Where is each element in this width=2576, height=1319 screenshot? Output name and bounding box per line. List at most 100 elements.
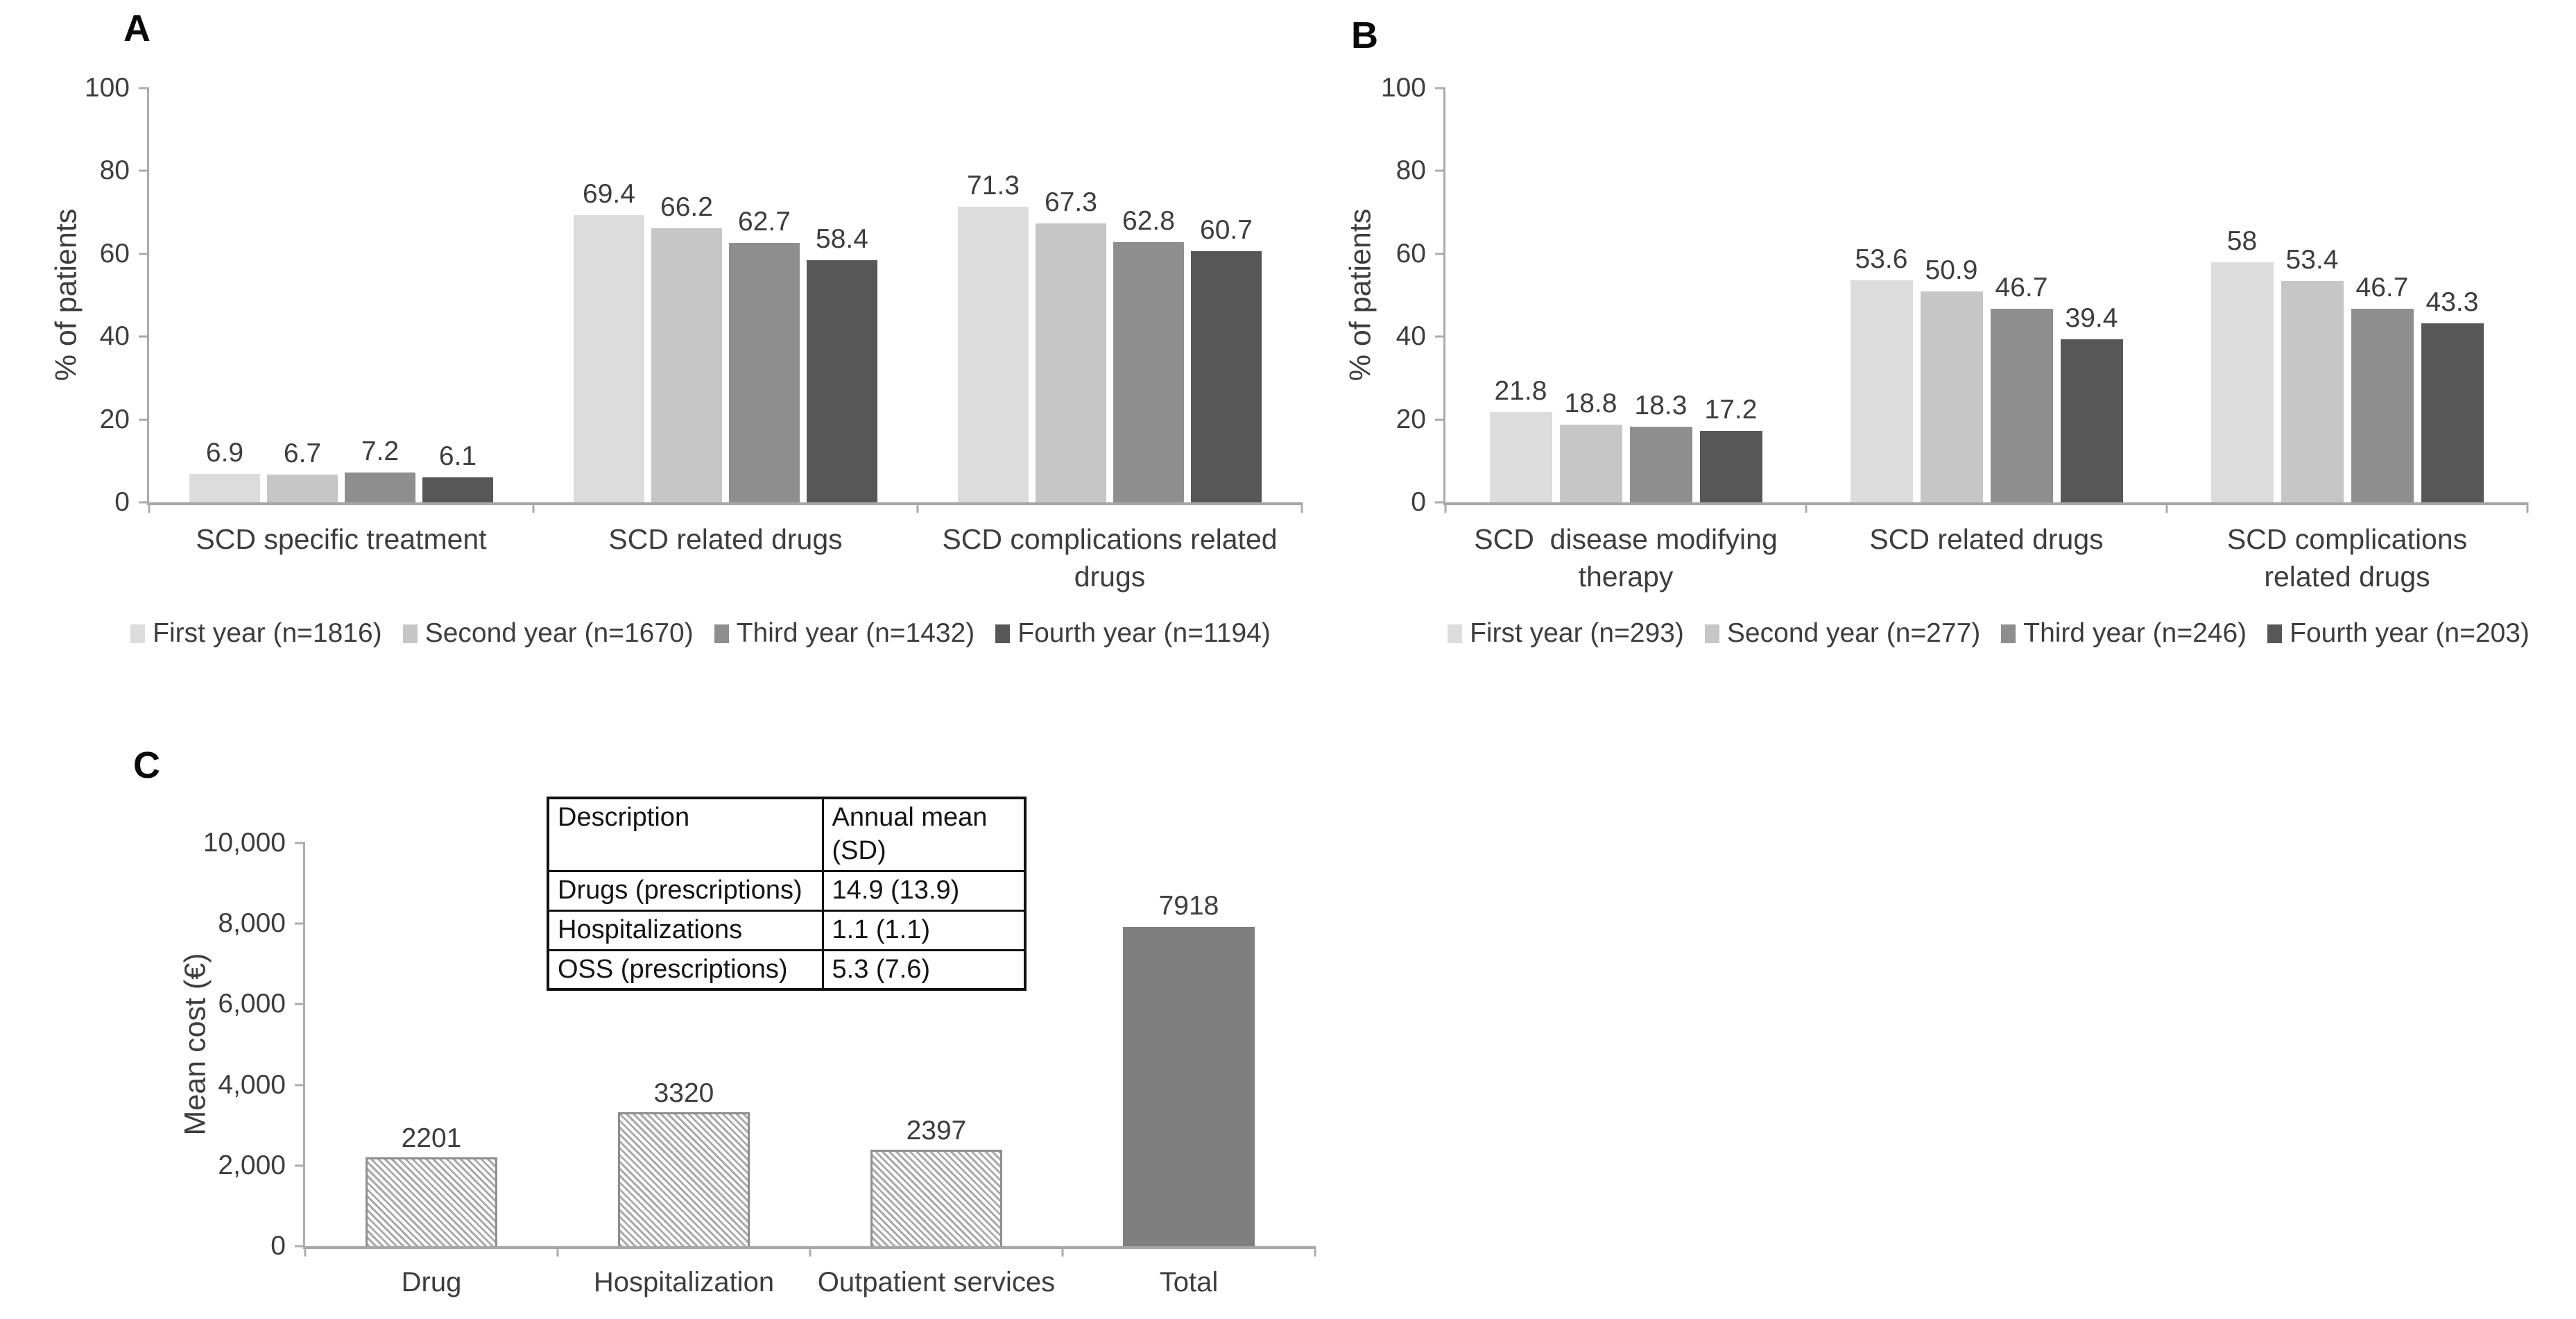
legend-swatch-icon bbox=[714, 624, 729, 643]
bar-value-label: 39.4 bbox=[2065, 303, 2118, 333]
y-tick-label-100: 100 bbox=[84, 73, 130, 103]
bar-groups: 6.9 6.7 7.2 6.1 69.4 66.2 62.7 58.4 71.3 67.3 62.8… bbox=[149, 88, 1302, 502]
bar-value-label: 58 bbox=[2226, 225, 2258, 256]
y-tick-label-60: 60 bbox=[1396, 238, 1426, 269]
legend-item-third-year: Third year (n=1432) bbox=[714, 618, 975, 649]
category-labels: SCD disease modifying therapy SCD related… bbox=[1445, 520, 2527, 595]
category-group-drug: 2201 bbox=[305, 843, 558, 1246]
bar-scd-complications-related-drugs-fourth-year: 60.7 bbox=[1191, 215, 1262, 502]
y-tick-label-6000: 6,000 bbox=[218, 989, 286, 1019]
panel-c-plot: 0 2,000 4,000 6,000 8,000 10,000 2201 3320 2397 7… bbox=[203, 828, 1316, 1297]
bar-groups: 2201 3320 2397 7918 bbox=[305, 843, 1315, 1246]
bar-value-label: 62.8 bbox=[1122, 206, 1175, 237]
legend-swatch-icon bbox=[2267, 624, 2283, 643]
y-tick-mark bbox=[295, 1003, 305, 1005]
legend-label: Third year (n=1432) bbox=[736, 618, 975, 648]
legend-item-first-year: First year (n=293) bbox=[1448, 618, 1684, 649]
y-tick-label-100: 100 bbox=[1380, 73, 1426, 103]
bar-scd-related-drugs-fourth-year: 39.4 bbox=[2060, 303, 2123, 502]
y-tick-label-10000: 10,000 bbox=[203, 828, 286, 858]
panel-a-plot: 0 20 40 60 80 100 6.9 6.7 7.2 6.1 69.4 66.2 62.7 58.4… bbox=[85, 73, 1303, 593]
category-label-drug: Drug bbox=[401, 1267, 462, 1297]
bar-value-label: 43.3 bbox=[2425, 287, 2479, 317]
bar-value-label: 60.7 bbox=[1200, 214, 1253, 245]
bar-value-label: 18.8 bbox=[1564, 388, 1617, 418]
legend-label: Third year (n=246) bbox=[2023, 618, 2247, 648]
bar-scd-disease-modifying-therapy-first-year: 21.8 bbox=[1489, 376, 1552, 502]
legend-label: Fourth year (n=1194) bbox=[1017, 618, 1271, 648]
legend-label: Second year (n=277) bbox=[1726, 618, 1981, 648]
bar-scd-disease-modifying-therapy-fourth-year: 17.2 bbox=[1699, 395, 1762, 502]
bar-value-label: 46.7 bbox=[1995, 273, 2048, 303]
table-header-description: Description bbox=[547, 797, 824, 872]
legend-item-second-year: Second year (n=1670) bbox=[402, 618, 694, 649]
category-label-scd-complications-related-drugs: SCD complications related drugs bbox=[942, 523, 1285, 593]
bar-scd-specific-treatment-fourth-year: 6.1 bbox=[422, 441, 493, 502]
y-tick-mark bbox=[295, 842, 305, 844]
y-tick-mark bbox=[1435, 501, 1445, 504]
bar-scd-complications-related-drugs-first-year: 71.3 bbox=[958, 171, 1029, 502]
panel-b-legend: First year (n=293) Second year (n=277) Thi… bbox=[1401, 615, 2576, 652]
bar-value-label: 6.1 bbox=[438, 441, 477, 471]
y-tick-label-60: 60 bbox=[99, 238, 130, 269]
category-label-scd-specific-treatment: SCD specific treatment bbox=[196, 523, 487, 555]
x-tick-mark bbox=[1444, 502, 1447, 513]
bar-value-label: 6.7 bbox=[283, 439, 322, 469]
bar-value-label: 62.7 bbox=[738, 206, 791, 237]
bar-scd-specific-treatment-second-year: 6.7 bbox=[267, 439, 338, 502]
bar-drug: 2201 bbox=[366, 1123, 497, 1246]
bar-value-label: 7.2 bbox=[361, 436, 400, 467]
y-tick-mark bbox=[139, 335, 149, 338]
x-tick-mark bbox=[809, 1246, 812, 1257]
bar-value-label: 3320 bbox=[653, 1078, 714, 1109]
category-group-scd-specific-treatment: 6.9 6.7 7.2 6.1 bbox=[149, 88, 533, 502]
category-label-total: Total bbox=[1159, 1267, 1219, 1297]
bar-value-label: 66.2 bbox=[660, 192, 713, 222]
y-tick-mark bbox=[139, 418, 149, 421]
bar-value-label: 17.2 bbox=[1704, 395, 1758, 425]
bar-value-label: 21.8 bbox=[1494, 375, 1547, 406]
panel-b-y-axis-title: % of patients bbox=[1343, 208, 1377, 382]
bar-scd-disease-modifying-therapy-second-year: 18.8 bbox=[1559, 389, 1622, 502]
bar-scd-related-drugs-second-year: 66.2 bbox=[651, 192, 722, 502]
y-tick-label-80: 80 bbox=[1396, 155, 1426, 186]
table-cell-value: 14.9 (13.9) bbox=[821, 869, 1027, 912]
legend-item-second-year: Second year (n=277) bbox=[1704, 618, 1981, 649]
table-header-annual-mean-sd: Annual mean (SD) bbox=[821, 797, 1027, 872]
y-tick-label-40: 40 bbox=[1396, 321, 1426, 352]
category-group-scd-related-drugs: 53.6 50.9 46.7 39.4 bbox=[1806, 88, 2167, 502]
x-tick-mark bbox=[1300, 502, 1303, 513]
y-tick-label-40: 40 bbox=[99, 321, 130, 352]
category-label-scd-disease-modifying-therapy: SCD disease modifying therapy bbox=[1474, 523, 1786, 593]
panel-a-label: A bbox=[123, 8, 151, 49]
bar-value-label: 71.3 bbox=[967, 171, 1020, 201]
bar-scd-related-drugs-first-year: 69.4 bbox=[574, 179, 644, 502]
bar-value-label: 18.3 bbox=[1634, 390, 1688, 420]
bar-value-label: 6.9 bbox=[205, 437, 244, 468]
bar-scd-complications-related-drugs-third-year: 46.7 bbox=[2351, 273, 2414, 502]
table-row-drugs-prescriptions: Drugs (prescriptions) 14.9 (13.9) bbox=[547, 869, 1027, 912]
y-tick-label-8000: 8,000 bbox=[218, 908, 286, 939]
category-group-outpatient-services: 2397 bbox=[810, 843, 1063, 1246]
category-label-hospitalization: Hospitalization bbox=[593, 1267, 775, 1297]
category-group-scd-disease-modifying-therapy: 21.8 18.8 18.3 17.2 bbox=[1445, 88, 1806, 502]
y-tick-mark bbox=[1435, 87, 1445, 90]
bar-scd-disease-modifying-therapy-third-year: 18.3 bbox=[1629, 391, 1692, 502]
category-group-scd-complications-related-drugs: 71.3 67.3 62.8 60.7 bbox=[918, 88, 1302, 502]
bar-value-label: 50.9 bbox=[1925, 255, 1978, 286]
panel-c-y-axis-title: Mean cost (€) bbox=[178, 953, 212, 1136]
bar-scd-complications-related-drugs-third-year: 62.8 bbox=[1113, 206, 1184, 502]
x-tick-mark bbox=[2165, 502, 2168, 513]
x-tick-mark bbox=[916, 502, 919, 513]
bar-value-label: 2397 bbox=[906, 1115, 967, 1146]
bar-scd-related-drugs-third-year: 62.7 bbox=[729, 207, 800, 502]
legend-swatch-icon bbox=[402, 624, 418, 643]
legend-swatch-icon bbox=[1448, 624, 1463, 643]
panel-b-plot: 0 20 40 60 80 100 21.8 18.8 18.3 17.2 53.6 50.9 46.7… bbox=[1381, 73, 2529, 593]
legend-item-third-year: Third year (n=246) bbox=[2001, 618, 2247, 649]
legend-item-first-year: First year (n=1816) bbox=[130, 618, 382, 649]
y-tick-mark bbox=[1435, 418, 1445, 421]
bar-hospitalization: 3320 bbox=[618, 1078, 750, 1246]
x-tick-mark bbox=[532, 502, 535, 513]
